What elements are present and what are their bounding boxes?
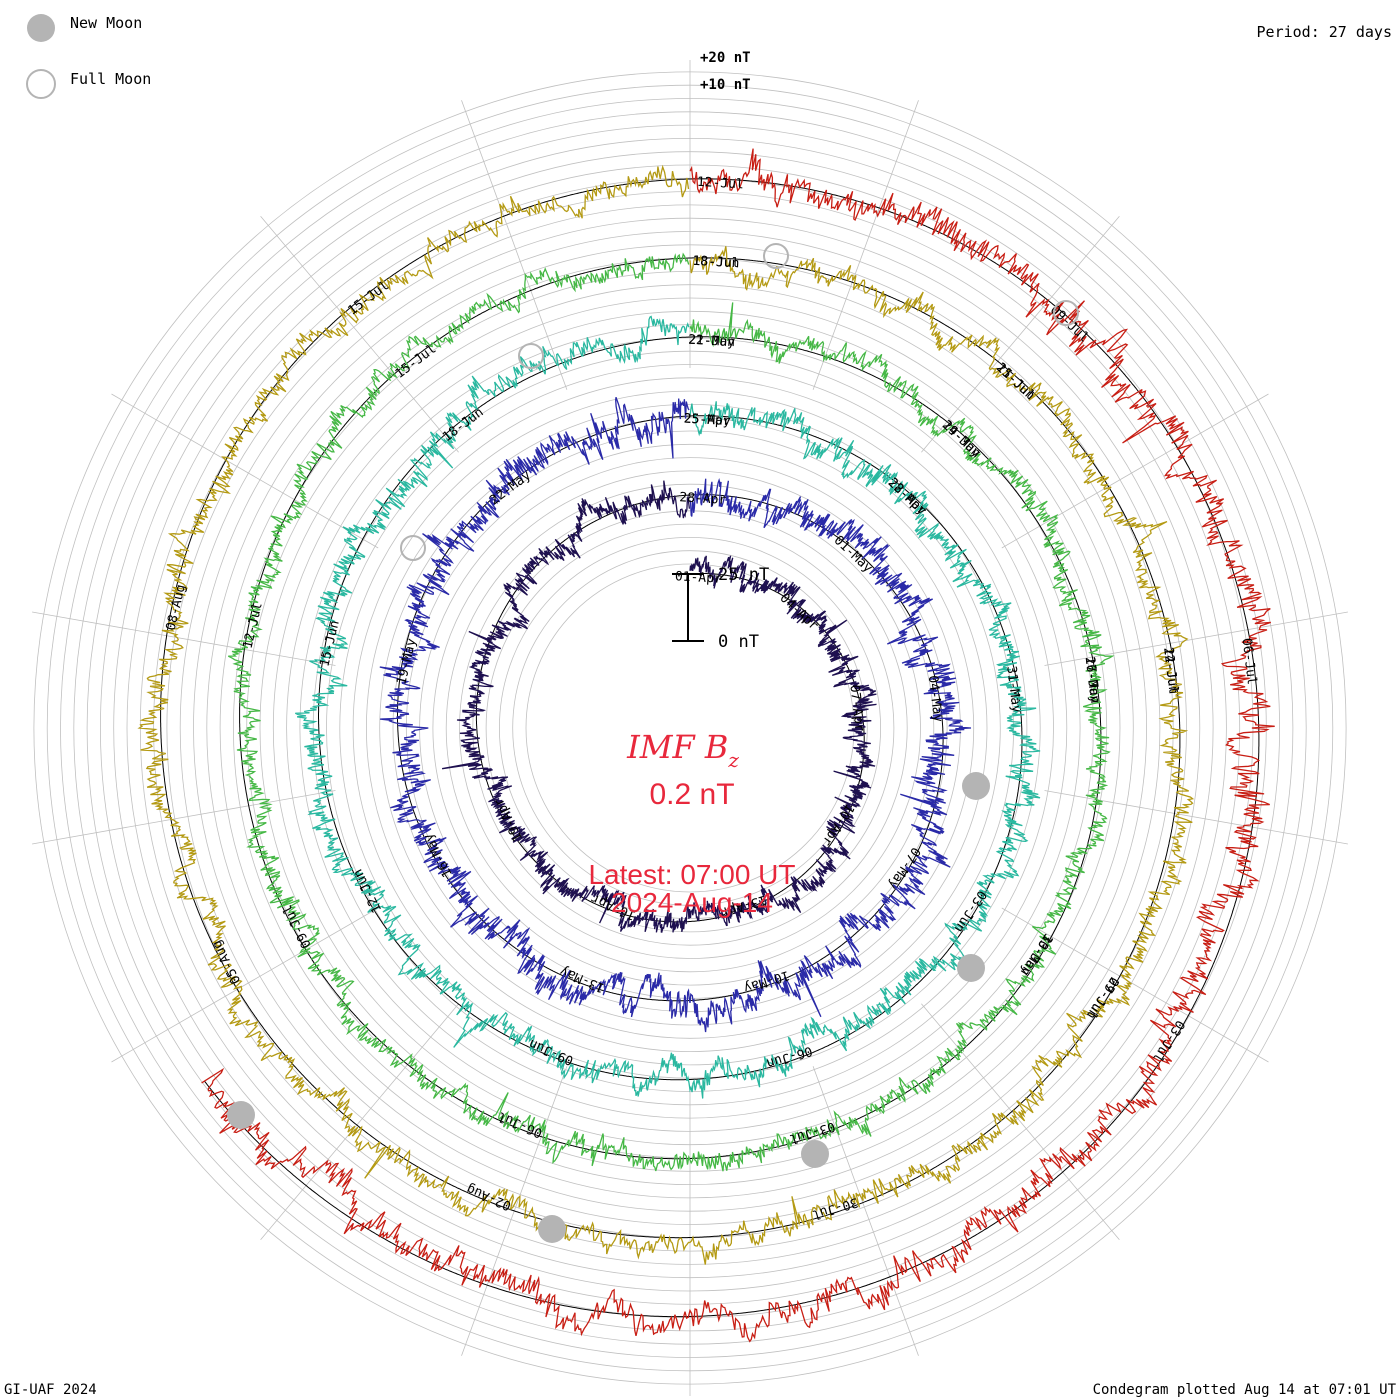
date-label: 06-Jul	[1239, 637, 1259, 685]
grid-spoke	[32, 790, 336, 845]
new-moon-marker	[957, 954, 985, 982]
date-label: 28-Apr	[679, 490, 727, 508]
bz-trace-rotation-2	[379, 396, 972, 1033]
full-moon-legend-label: Full Moon	[70, 70, 151, 88]
new-moon-legend-icon	[27, 14, 55, 42]
date-label: 04-Apr	[777, 591, 822, 634]
grid-ring	[339, 377, 1041, 1079]
full-moon-marker	[763, 243, 789, 269]
date-label: 18-Jun	[692, 254, 740, 272]
scale-bar: 25 nT 0 nT	[672, 565, 769, 652]
grid-ring	[459, 497, 921, 959]
date-label: 12-Jul	[241, 601, 266, 650]
full-moon-legend-icon	[26, 69, 56, 99]
full-moon-marker	[518, 343, 544, 369]
scale-bar-top-label: 25 nT	[718, 565, 769, 585]
new-moon-marker	[962, 772, 990, 800]
chart-title: IMF Bz	[626, 728, 739, 772]
grid-spoke	[812, 100, 919, 390]
new-moon-marker	[538, 1215, 566, 1243]
grid-ring	[379, 417, 1001, 1039]
bz-trace-rotation-1	[441, 480, 877, 933]
new-moon-marker	[801, 1140, 829, 1168]
scale-bar-bottom-label: 0 nT	[718, 632, 759, 652]
grid-ring	[512, 550, 868, 906]
grid-ring	[472, 510, 908, 946]
scale-label-20nt: +20 nT	[700, 50, 751, 66]
grid-ring	[498, 537, 882, 920]
date-label: 01-Apr	[675, 569, 723, 587]
date-label: 22-May	[688, 333, 736, 351]
grid-spoke	[1001, 393, 1269, 549]
date-label: 27-Jun	[1082, 656, 1102, 704]
date-label: 07-Apr	[846, 684, 866, 733]
grid-spoke	[921, 1003, 1120, 1240]
bz-trace-rotation-4	[228, 252, 1115, 1172]
grid-ring	[392, 430, 988, 1026]
full-moon-marker	[400, 535, 426, 561]
grid-spoke	[461, 100, 568, 390]
date-label: 19-Apr	[492, 795, 527, 844]
footer-credit: GI-UAF 2024	[4, 1382, 97, 1398]
grid-spoke	[1044, 611, 1348, 666]
bz-trace-rotation-3	[295, 315, 1041, 1099]
grid-spoke	[260, 1003, 459, 1240]
date-label: 24-Jul	[1160, 646, 1180, 694]
date-label: 04-May	[925, 675, 945, 724]
full-moon-marker	[1053, 300, 1079, 326]
moon-markers	[227, 243, 1079, 1243]
new-moon-legend-label: New Moon	[70, 14, 142, 32]
date-label: 09-Jun	[527, 1035, 576, 1067]
date-label: 15-Jul	[393, 342, 440, 382]
footer-plot-time: Condegram plotted Aug 14 at 07:01 UT	[1093, 1382, 1397, 1398]
date-label: 15-Jun	[317, 619, 342, 668]
data-traces	[137, 148, 1275, 1343]
grid-ring	[405, 443, 975, 1013]
date-label: 31-May	[1003, 665, 1023, 714]
grid-spoke	[1001, 907, 1269, 1063]
bz-trace-rotation-5	[137, 164, 1195, 1265]
date-label: 12-Jun	[1160, 646, 1180, 694]
date-label: 30-Jun	[1017, 931, 1055, 979]
date-label: 28-May	[885, 475, 930, 518]
date-label: 16-May	[1082, 656, 1102, 705]
period-label: Period: 27 days	[1257, 23, 1392, 41]
grid-spoke	[260, 216, 459, 453]
grid-ring	[445, 483, 935, 973]
date-label: 02-Aug	[464, 1181, 513, 1213]
bz-trace-rotation-6	[201, 148, 1275, 1343]
date-label: 21-Jun	[688, 333, 736, 351]
new-moon-marker	[227, 1101, 255, 1129]
date-label: 25-May	[683, 412, 731, 430]
latest-value: 0.2 nT	[649, 778, 734, 811]
grid-ring	[525, 563, 855, 893]
grid-spoke	[921, 216, 1120, 453]
date-label: 18-Jul	[692, 254, 740, 272]
date-label: 19-May	[394, 637, 419, 686]
latest-time: Latest: 07:00 UT	[588, 859, 795, 890]
date-label: 05-Aug	[210, 938, 245, 987]
grid-spoke	[812, 1066, 919, 1356]
date-label: 27-Jul	[1083, 974, 1121, 1022]
grid-spoke	[111, 907, 379, 1063]
date-label: 06-Jul	[496, 1108, 545, 1140]
grid-ring	[352, 390, 1028, 1066]
date-label: 12-Jul	[697, 175, 745, 193]
latest-date: 2024-Aug-14	[611, 887, 773, 918]
scale-label-10nt: +10 nT	[700, 77, 751, 93]
grid-ring	[432, 470, 948, 986]
grid-spoke	[111, 393, 379, 549]
grid-ring	[365, 403, 1015, 1053]
grid-spoke	[32, 611, 336, 666]
date-label: 25-Apr	[683, 412, 731, 430]
grid-ring	[485, 523, 895, 933]
